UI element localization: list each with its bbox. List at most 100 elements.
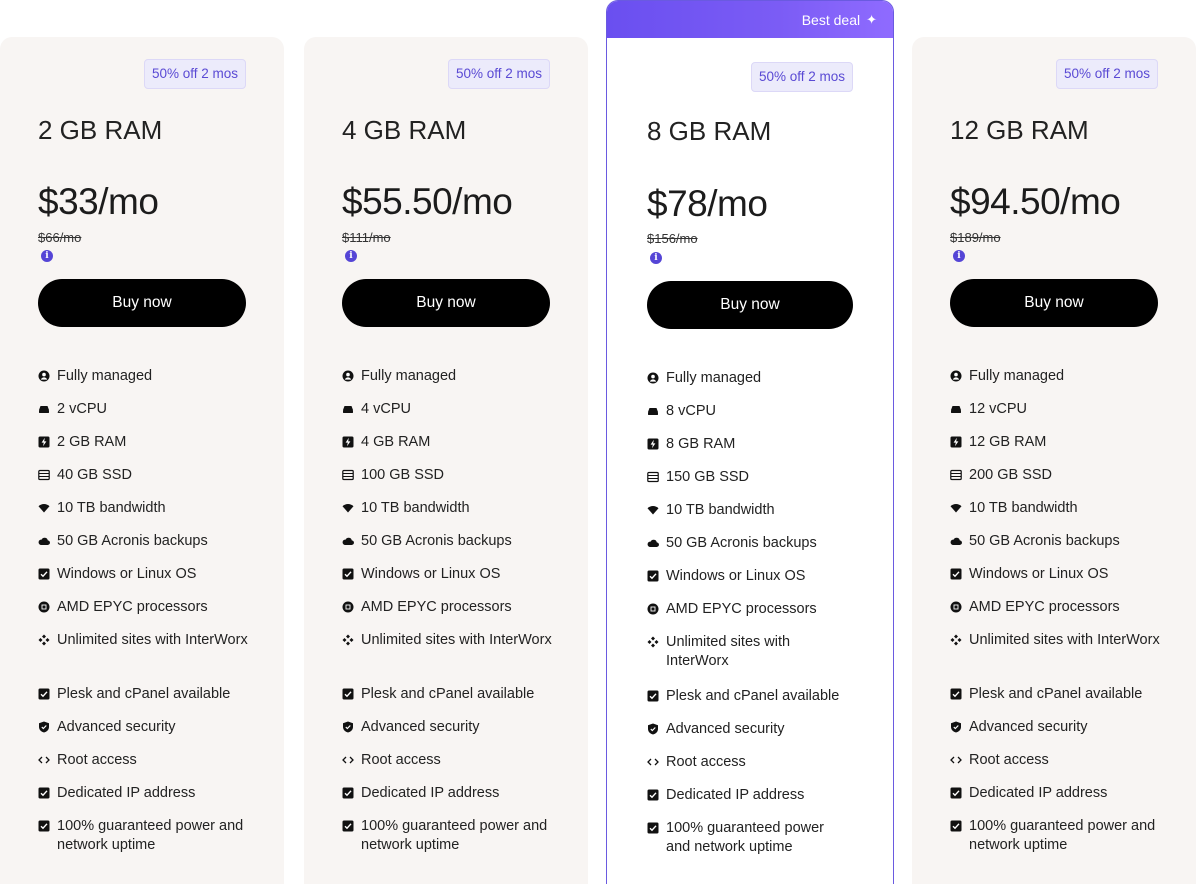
plan-title: 2 GB RAM	[38, 115, 163, 145]
feature-item: 2 vCPU	[38, 400, 268, 433]
storage-icon	[950, 469, 962, 481]
cloud-icon	[647, 537, 659, 549]
feature-item: 100% guaranteed power and network uptime	[647, 819, 847, 873]
checkbox-icon	[38, 820, 50, 832]
feature-item: Root access	[647, 753, 847, 786]
wifi-icon	[38, 502, 50, 514]
feature-item: Plesk and cPanel available	[38, 685, 268, 718]
plan-card-8gb: Best deal ✦ 50% off 2 mos 8 GB RAM $78/m…	[606, 0, 894, 884]
feature-item: 8 vCPU	[647, 402, 847, 435]
feature-label: Root access	[969, 752, 1049, 768]
feature-label: 50 GB Acronis backups	[57, 533, 208, 549]
feature-item: 10 TB bandwidth	[38, 499, 268, 532]
info-icon[interactable]: i	[953, 250, 965, 262]
bolt-icon	[647, 438, 659, 450]
discount-badge: 50% off 2 mos	[1055, 59, 1158, 89]
feature-label: Fully managed	[666, 370, 762, 386]
feature-item: 50 GB Acronis backups	[647, 534, 847, 567]
feature-item: Fully managed	[950, 367, 1180, 400]
buy-now-button[interactable]: Buy now	[950, 279, 1158, 327]
apps-icon	[342, 634, 354, 646]
discount-badge: 50% off 2 mos	[143, 59, 246, 89]
plan-price: $55.50/mo	[342, 181, 513, 222]
feature-item: 150 GB SSD	[647, 468, 847, 501]
feature-label: Fully managed	[57, 368, 153, 384]
feature-label: 12 vCPU	[969, 401, 1028, 417]
feature-list: Fully managed 12 vCPU 12 GB RAM 200 GB SSD 1…	[950, 367, 1180, 871]
plan-title: 12 GB RAM	[950, 115, 1089, 145]
feature-item: Dedicated IP address	[950, 784, 1180, 817]
server-icon	[647, 405, 659, 417]
feature-label: 12 GB RAM	[969, 434, 1047, 450]
storage-icon	[342, 469, 354, 481]
feature-label: 150 GB SSD	[666, 469, 750, 485]
discount-badge: 50% off 2 mos	[447, 59, 550, 89]
feature-label: Windows or Linux OS	[361, 566, 501, 582]
feature-item: AMD EPYC processors	[647, 600, 847, 633]
checkbox-icon	[950, 787, 962, 799]
feature-item: Fully managed	[342, 367, 572, 400]
feature-label: 50 GB Acronis backups	[969, 533, 1120, 549]
feature-item: 4 vCPU	[342, 400, 572, 433]
checkbox-icon	[647, 690, 659, 702]
wifi-icon	[950, 502, 962, 514]
bolt-icon	[342, 436, 354, 448]
feature-item: 100% guaranteed power and network uptime	[950, 817, 1180, 871]
best-deal-label: Best deal	[801, 11, 861, 28]
plan-card-4gb: 50% off 2 mos 4 GB RAM $55.50/mo $111/mo…	[304, 37, 588, 884]
shield-icon	[950, 721, 962, 733]
feature-item: Plesk and cPanel available	[647, 687, 847, 720]
buy-now-button[interactable]: Buy now	[647, 281, 853, 329]
storage-icon	[38, 469, 50, 481]
info-icon[interactable]: i	[650, 252, 662, 264]
discount-badge: 50% off 2 mos	[750, 62, 853, 92]
feature-label: Windows or Linux OS	[969, 566, 1109, 582]
checkbox-icon	[647, 570, 659, 582]
cpu-icon	[647, 603, 659, 615]
feature-item: Dedicated IP address	[38, 784, 268, 817]
feature-label: Dedicated IP address	[361, 785, 500, 801]
feature-item: Dedicated IP address	[342, 784, 572, 817]
feature-label: Advanced security	[57, 719, 176, 735]
cpu-icon	[950, 601, 962, 613]
checkbox-icon	[950, 820, 962, 832]
feature-label: Windows or Linux OS	[57, 566, 197, 582]
feature-item: 8 GB RAM	[647, 435, 847, 468]
feature-item: 100% guaranteed power and network uptime	[342, 817, 572, 871]
feature-item: Unlimited sites with InterWorx	[38, 631, 268, 685]
info-icon[interactable]: i	[345, 250, 357, 262]
feature-item: 12 vCPU	[950, 400, 1180, 433]
feature-label: 100% guaranteed power and network uptime	[969, 818, 1156, 853]
plan-price: $78/mo	[647, 183, 768, 224]
feature-item: 40 GB SSD	[38, 466, 268, 499]
feature-item: Advanced security	[647, 720, 847, 753]
buy-now-button[interactable]: Buy now	[38, 279, 246, 327]
feature-label: 10 TB bandwidth	[361, 500, 470, 516]
checkbox-icon	[342, 568, 354, 580]
buy-now-button[interactable]: Buy now	[342, 279, 550, 327]
wifi-icon	[647, 504, 659, 516]
feature-item: 50 GB Acronis backups	[342, 532, 572, 565]
feature-item: Fully managed	[38, 367, 268, 400]
user-circle-icon	[647, 372, 659, 384]
original-price: $111/mo	[342, 230, 391, 245]
checkbox-icon	[342, 688, 354, 700]
feature-label: 8 vCPU	[666, 403, 716, 419]
cpu-icon	[342, 601, 354, 613]
feature-label: Plesk and cPanel available	[361, 686, 535, 702]
checkbox-icon	[950, 688, 962, 700]
feature-label: Root access	[57, 752, 137, 768]
feature-label: 40 GB SSD	[57, 467, 132, 483]
feature-label: 10 TB bandwidth	[969, 500, 1078, 516]
checkbox-icon	[647, 822, 659, 834]
feature-label: Dedicated IP address	[666, 787, 805, 803]
feature-item: Advanced security	[950, 718, 1180, 751]
feature-item: 10 TB bandwidth	[342, 499, 572, 532]
feature-item: 100% guaranteed power and network uptime	[38, 817, 268, 871]
code-icon	[38, 754, 50, 766]
user-circle-icon	[38, 370, 50, 382]
feature-item: Windows or Linux OS	[342, 565, 572, 598]
shield-icon	[647, 723, 659, 735]
feature-label: AMD EPYC processors	[969, 599, 1120, 615]
info-icon[interactable]: i	[41, 250, 53, 262]
